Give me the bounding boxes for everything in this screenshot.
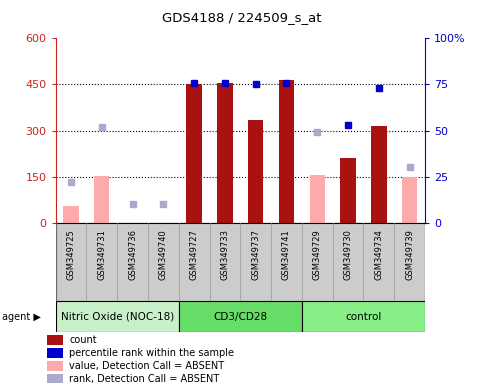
Text: control: control [345, 312, 382, 322]
Bar [217, 83, 233, 223]
Text: value, Detection Call = ABSENT: value, Detection Call = ABSENT [69, 361, 224, 371]
Bar [310, 175, 325, 223]
Text: GSM349740: GSM349740 [159, 229, 168, 280]
Text: GSM349741: GSM349741 [282, 229, 291, 280]
Bar [47, 335, 63, 344]
Bar [47, 361, 63, 371]
Text: GSM349730: GSM349730 [343, 229, 353, 280]
Text: CD3/CD28: CD3/CD28 [213, 312, 268, 322]
Text: count: count [69, 335, 97, 345]
Text: GSM349737: GSM349737 [251, 229, 260, 280]
Bar [186, 84, 202, 223]
Text: GSM349725: GSM349725 [67, 229, 75, 280]
Bar [56, 301, 179, 332]
Bar [302, 301, 425, 332]
Bar [56, 223, 425, 301]
Bar [47, 348, 63, 358]
Text: rank, Detection Call = ABSENT: rank, Detection Call = ABSENT [69, 374, 219, 384]
Bar [402, 177, 417, 223]
Bar [371, 126, 386, 223]
Bar [279, 80, 294, 223]
Bar [248, 120, 263, 223]
Bar [63, 206, 79, 223]
Text: Nitric Oxide (NOC-18): Nitric Oxide (NOC-18) [60, 312, 174, 322]
Text: GSM349731: GSM349731 [97, 229, 106, 280]
Text: GSM349733: GSM349733 [220, 229, 229, 280]
Bar [179, 301, 302, 332]
Text: GSM349734: GSM349734 [374, 229, 384, 280]
Bar [341, 158, 356, 223]
Bar [94, 176, 110, 223]
Text: GSM349727: GSM349727 [190, 229, 199, 280]
Text: GSM349729: GSM349729 [313, 229, 322, 280]
Text: GSM349739: GSM349739 [405, 229, 414, 280]
Text: percentile rank within the sample: percentile rank within the sample [69, 348, 234, 358]
Text: GSM349736: GSM349736 [128, 229, 137, 280]
Text: GDS4188 / 224509_s_at: GDS4188 / 224509_s_at [162, 12, 321, 25]
Bar [47, 374, 63, 384]
Text: agent ▶: agent ▶ [2, 312, 41, 322]
